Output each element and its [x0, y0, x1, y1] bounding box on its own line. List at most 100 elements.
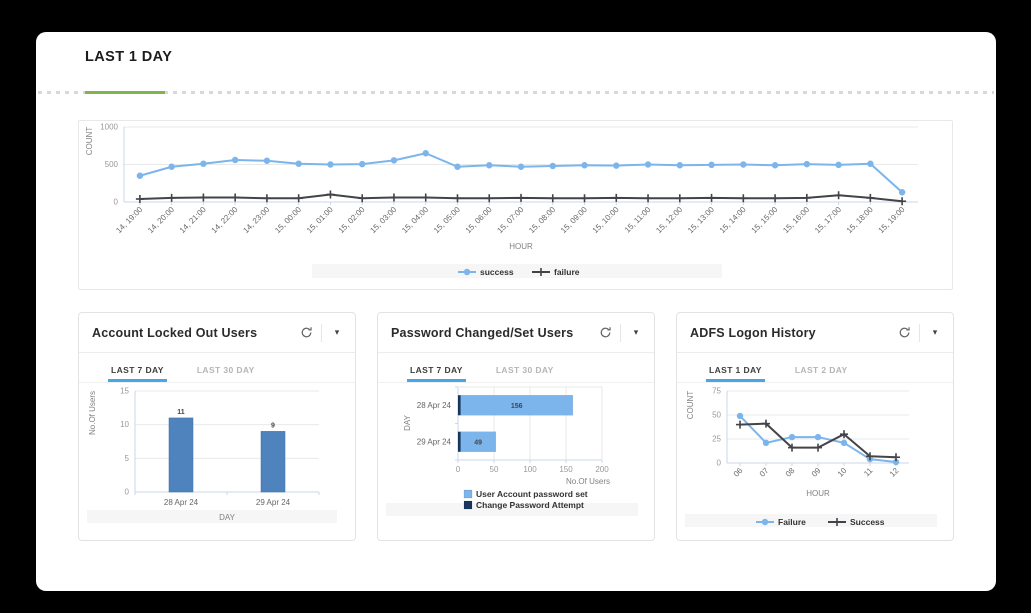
svg-text:28 Apr 24: 28 Apr 24 — [417, 401, 452, 410]
svg-text:15, 02:00: 15, 02:00 — [337, 205, 367, 235]
svg-text:07: 07 — [758, 466, 771, 479]
svg-text:15, 13:00: 15, 13:00 — [686, 205, 716, 235]
divider — [919, 323, 920, 342]
svg-text:15: 15 — [120, 387, 129, 396]
svg-text:15, 19:00: 15, 19:00 — [877, 205, 907, 235]
svg-text:0: 0 — [125, 488, 130, 497]
svg-text:11: 11 — [177, 409, 185, 416]
tab-last-7-day[interactable]: LAST 7 DAY — [407, 365, 466, 382]
panel-account-locked-out-users: Account Locked Out Users ▾ LAST 7 DAY LA… — [78, 312, 356, 541]
svg-text:15, 05:00: 15, 05:00 — [432, 205, 462, 235]
svg-text:14, 21:00: 14, 21:00 — [178, 205, 208, 235]
adfs-logon-history-chart: 0 25 50 75 06 07 08 09 10 11 12 COUNT HOUR Failure Suc… — [685, 387, 937, 527]
panel-title: Password Changed/Set Users — [391, 325, 574, 340]
refresh-icon[interactable] — [895, 324, 913, 342]
separator-accent-green — [85, 91, 165, 94]
svg-text:15, 11:00: 15, 11:00 — [623, 205, 653, 235]
svg-text:15, 08:00: 15, 08:00 — [527, 205, 557, 235]
refresh-icon[interactable] — [297, 324, 315, 342]
svg-text:0: 0 — [114, 198, 119, 207]
svg-text:DAY: DAY — [219, 513, 236, 522]
svg-text:50: 50 — [712, 411, 721, 420]
panel-adfs-logon-history: ADFS Logon History ▾ LAST 1 DAY LAST 2 D… — [676, 312, 954, 541]
tab-last-2-day[interactable]: LAST 2 DAY — [794, 365, 848, 375]
svg-text:No.Of Users: No.Of Users — [88, 391, 97, 435]
svg-text:29 Apr 24: 29 Apr 24 — [256, 498, 291, 507]
svg-text:DAY: DAY — [403, 414, 412, 431]
logon-attempts-chart: 0 500 1000 14, 19:00 14, 20:00 14, 21:00 14, 2… — [85, 123, 918, 278]
svg-text:50: 50 — [490, 465, 499, 474]
svg-text:15, 17:00: 15, 17:00 — [813, 205, 843, 235]
svg-text:100: 100 — [523, 465, 537, 474]
svg-text:0: 0 — [717, 459, 722, 468]
svg-text:5: 5 — [125, 454, 130, 463]
svg-text:Failure: Failure — [778, 517, 806, 527]
divider — [321, 323, 322, 342]
svg-text:COUNT: COUNT — [85, 127, 94, 156]
svg-text:15, 03:00: 15, 03:00 — [368, 205, 398, 235]
svg-text:15, 16:00: 15, 16:00 — [781, 205, 811, 235]
chevron-down-icon[interactable]: ▾ — [932, 327, 938, 337]
page-title: LAST 1 DAY — [85, 49, 173, 65]
svg-text:15, 00:00: 15, 00:00 — [273, 205, 303, 235]
svg-text:25: 25 — [712, 435, 721, 444]
svg-text:15, 15:00: 15, 15:00 — [750, 205, 780, 235]
chevron-down-icon[interactable]: ▾ — [633, 327, 639, 337]
panel-header: ADFS Logon History ▾ — [677, 313, 953, 353]
svg-text:Success: Success — [850, 517, 885, 527]
svg-text:14, 19:00: 14, 19:00 — [114, 205, 144, 235]
svg-text:HOUR: HOUR — [509, 242, 533, 251]
svg-text:COUNT: COUNT — [686, 391, 695, 420]
svg-text:11: 11 — [862, 466, 875, 479]
svg-text:14, 20:00: 14, 20:00 — [146, 205, 176, 235]
panel-tabs: LAST 7 DAY LAST 30 DAY — [378, 353, 654, 383]
svg-text:200: 200 — [595, 465, 609, 474]
svg-text:06: 06 — [732, 466, 745, 479]
tab-last-7-day[interactable]: LAST 7 DAY — [108, 365, 167, 382]
svg-text:15, 18:00: 15, 18:00 — [845, 205, 875, 235]
svg-text:15, 12:00: 15, 12:00 — [654, 205, 684, 235]
panel-header: Account Locked Out Users ▾ — [79, 313, 355, 353]
svg-text:HOUR: HOUR — [806, 489, 830, 498]
svg-text:0: 0 — [456, 465, 461, 474]
divider — [620, 323, 621, 342]
svg-text:28 Apr 24: 28 Apr 24 — [164, 498, 199, 507]
svg-text:15, 10:00: 15, 10:00 — [591, 205, 621, 235]
svg-text:49: 49 — [474, 439, 482, 446]
dashboard-card: LAST 1 DAY 0 500 1000 14, 19:00 14, 20:00 14,… — [36, 32, 996, 591]
svg-text:No.Of Users: No.Of Users — [566, 477, 610, 486]
account-locked-chart: 0 5 10 15 11 9 28 Apr 24 29 Apr 24 No.Of Users DA… — [87, 387, 337, 523]
svg-text:150: 150 — [559, 465, 573, 474]
svg-text:1000: 1000 — [100, 123, 118, 132]
svg-text:12: 12 — [888, 466, 901, 479]
svg-text:14, 22:00: 14, 22:00 — [210, 205, 240, 235]
svg-text:15, 06:00: 15, 06:00 — [464, 205, 494, 235]
svg-text:15, 04:00: 15, 04:00 — [400, 205, 430, 235]
dotted-separator — [38, 91, 994, 94]
tab-last-30-day[interactable]: LAST 30 DAY — [196, 365, 255, 375]
svg-text:10: 10 — [120, 420, 129, 429]
panel-password-changed-set-users: Password Changed/Set Users ▾ LAST 7 DAY … — [377, 312, 655, 541]
tab-last-1-day[interactable]: LAST 1 DAY — [706, 365, 765, 382]
panel-title: ADFS Logon History — [690, 325, 816, 340]
svg-text:29 Apr 24: 29 Apr 24 — [417, 437, 452, 446]
svg-text:9: 9 — [271, 422, 275, 429]
svg-text:500: 500 — [105, 160, 119, 169]
refresh-icon[interactable] — [596, 324, 614, 342]
svg-text:156: 156 — [511, 403, 523, 410]
svg-text:08: 08 — [784, 466, 797, 479]
svg-text:10: 10 — [836, 466, 849, 479]
svg-text:75: 75 — [712, 387, 721, 396]
chevron-down-icon[interactable]: ▾ — [334, 327, 340, 337]
panel-tabs: LAST 1 DAY LAST 2 DAY — [677, 353, 953, 383]
svg-text:failure: failure — [554, 267, 580, 277]
panel-header: Password Changed/Set Users ▾ — [378, 313, 654, 353]
panel-title: Account Locked Out Users — [92, 325, 258, 340]
panel-logon-attempts: 0 500 1000 14, 19:00 14, 20:00 14, 21:00 14, 2… — [78, 120, 953, 290]
tab-last-30-day[interactable]: LAST 30 DAY — [495, 365, 554, 375]
svg-text:15, 01:00: 15, 01:00 — [305, 205, 335, 235]
panel-tabs: LAST 7 DAY LAST 30 DAY — [79, 353, 355, 383]
svg-text:User Account password set: User Account password set — [476, 489, 588, 499]
password-changed-chart: 050100150200115628 Apr 2414929 Apr 24DAY… — [386, 386, 638, 516]
svg-text:Change Password Attempt: Change Password Attempt — [476, 500, 584, 510]
